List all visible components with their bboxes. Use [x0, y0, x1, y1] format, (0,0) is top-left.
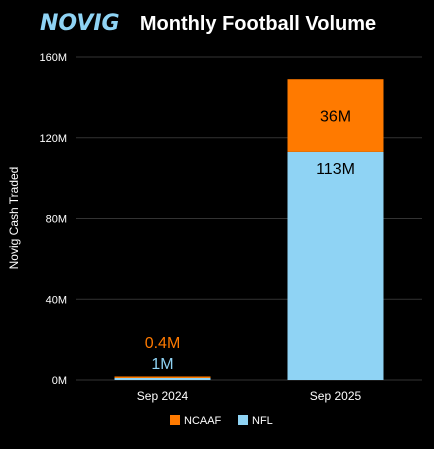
x-axis-ticks: Sep 2024 Sep 2025 — [137, 389, 362, 403]
bar-nfl-0 — [114, 377, 211, 380]
bar-ncaaf-1 — [287, 79, 384, 152]
y-tick-label: 80M — [46, 214, 67, 226]
y-tick-label: 120M — [39, 133, 67, 145]
legend-swatch-ncaaf — [170, 415, 180, 425]
x-tick-label: Sep 2024 — [137, 389, 189, 403]
novig-logo: NOVIG — [40, 11, 120, 36]
data-labels: 1M 0.4M 113M 36M — [145, 109, 355, 374]
bar-nfl-1 — [287, 151, 384, 380]
x-tick-label: Sep 2025 — [310, 389, 362, 403]
bar-ncaaf-0 — [114, 376, 211, 378]
data-label: 36M — [320, 109, 351, 126]
data-label: 113M — [316, 161, 355, 178]
legend-label-nfl: NFL — [252, 415, 273, 427]
legend: NCAAF NFL — [170, 415, 273, 427]
y-tick-label: 160M — [39, 52, 67, 64]
data-label: 0.4M — [145, 335, 181, 352]
data-label: 1M — [151, 356, 173, 373]
y-axis-ticks: 0M 40M 80M 120M 160M — [39, 52, 67, 387]
legend-label-ncaaf: NCAAF — [184, 415, 222, 427]
y-tick-label: 0M — [52, 375, 67, 387]
legend-swatch-nfl — [238, 415, 248, 425]
y-tick-label: 40M — [46, 294, 67, 306]
bars — [114, 79, 384, 380]
chart-title: Monthly Football Volume — [140, 13, 376, 35]
y-axis-label: Novig Cash Traded — [7, 167, 21, 270]
